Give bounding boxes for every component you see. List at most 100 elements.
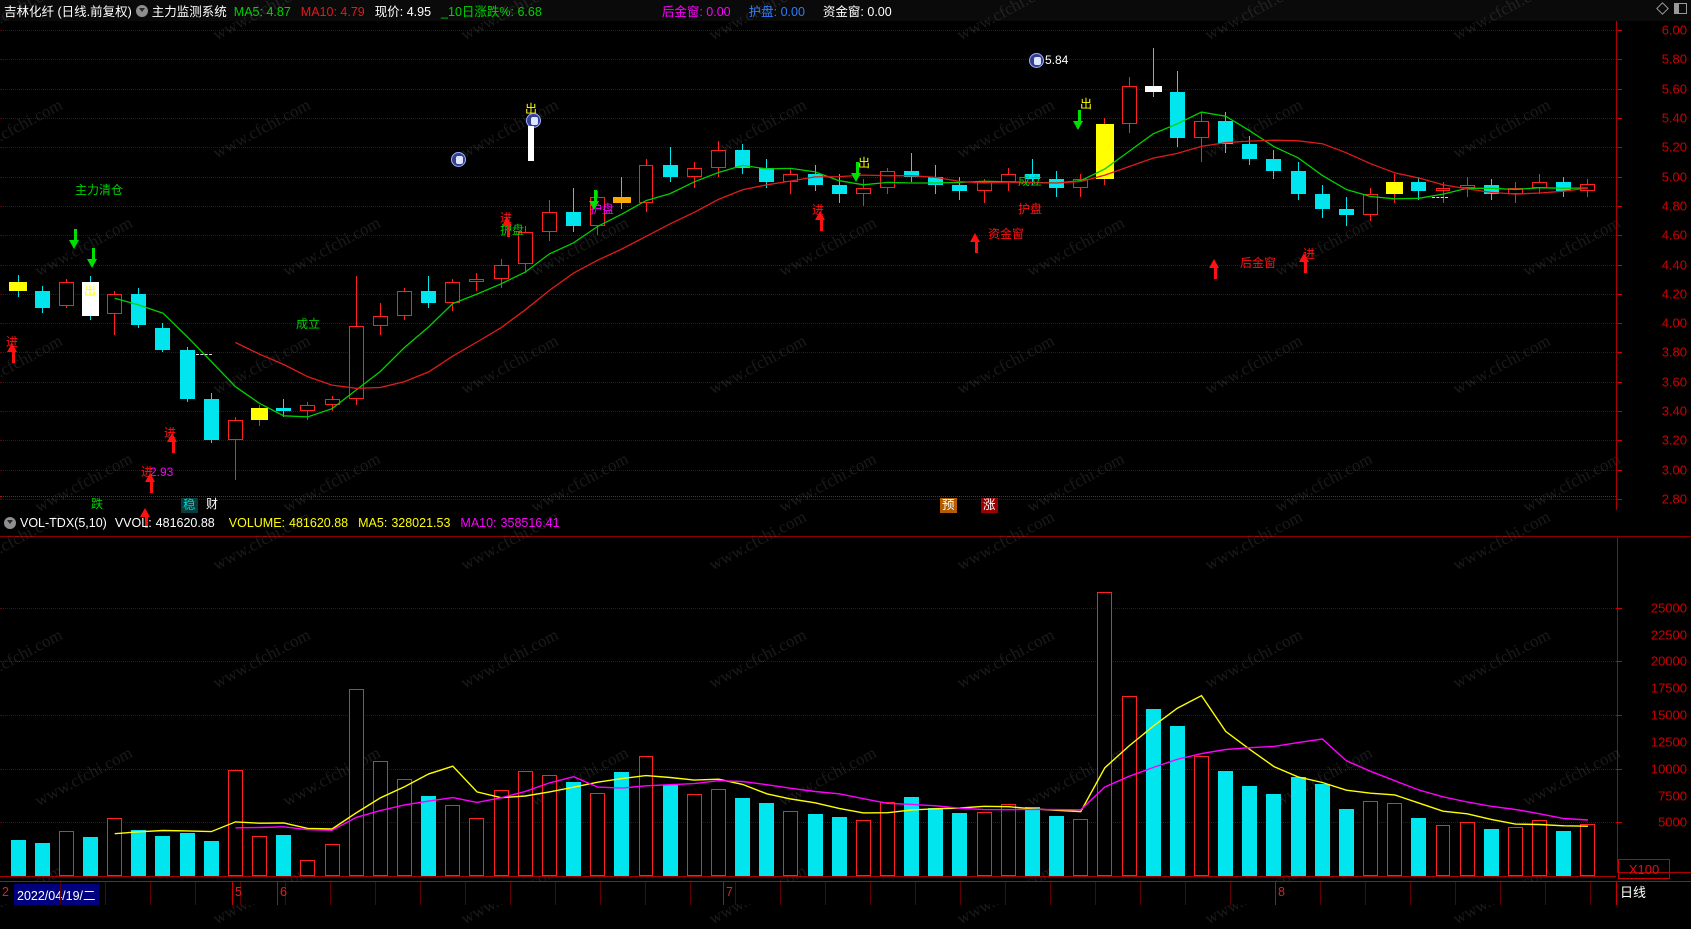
price-axis-label: 4.60 (1661, 227, 1687, 243)
candle-body (517, 232, 533, 265)
candle-wick (621, 176, 623, 209)
chart-annotation: 成立 (1018, 174, 1043, 188)
vol-ma5-line (114, 694, 1588, 835)
header-field-value: 0.00 (863, 5, 892, 19)
candle-body (1363, 194, 1379, 215)
buy-arrow-stem (11, 352, 15, 363)
chart-annotation: 护盘 (1018, 202, 1043, 216)
volume-bar (421, 795, 437, 876)
volume-bar (1435, 824, 1451, 876)
date-tick (510, 882, 511, 905)
axis-tick (1616, 30, 1622, 31)
price-chart-pane[interactable]: www.cfchi.com www.cfchi.com www.cfchi.com w… (0, 0, 1623, 528)
gridline (0, 59, 1616, 61)
volume-axis-label: 7500 (1658, 788, 1687, 804)
axis-tick (1616, 440, 1622, 442)
restore-window-icon[interactable] (1674, 3, 1687, 14)
volume-indicator-bar: VOL-TDX(5,10) VVOL: 481620.88 VOLUME: 48… (0, 513, 1616, 533)
volume-bar (1242, 785, 1258, 876)
volume-bar (252, 836, 268, 876)
price-axis-label: 3.60 (1661, 374, 1687, 390)
header-field-label: 后金窗: (661, 5, 703, 19)
stock-title: 吉林化纤 (日线.前复权) (4, 5, 132, 19)
buy-arrow-icon (502, 217, 512, 226)
buy-arrow-stem (974, 242, 978, 253)
header-field-1: MA10: 4.79 (301, 5, 365, 19)
highlighted-candle (1144, 85, 1162, 92)
volume-bar (300, 859, 316, 876)
highlighted-candle (613, 197, 631, 203)
indicator-name: VOL-TDX(5,10) (20, 516, 107, 530)
candle-body (831, 185, 847, 195)
volume-bar (1338, 809, 1354, 876)
price-axis-label: 3.40 (1661, 403, 1687, 419)
date-tick (330, 882, 331, 905)
price-axis-label: 5.20 (1661, 139, 1687, 155)
month-label: 7 (726, 885, 733, 899)
volume-bar (590, 793, 606, 876)
candle-body (566, 211, 582, 227)
month-label: 8 (1278, 885, 1285, 899)
date-tick (285, 882, 286, 905)
date-axis[interactable]: 2 2022/04/19/二 5 6 7 8 (0, 881, 1691, 905)
chart-annotation: 资金窗 (988, 227, 1025, 241)
axis-tick (1616, 205, 1622, 207)
volume-bar (928, 808, 944, 876)
candle-body (1049, 179, 1065, 189)
date-tick (1320, 882, 1321, 905)
axis-tick (1616, 176, 1622, 178)
volume-bar (324, 843, 340, 876)
volume-bar (445, 805, 461, 876)
candle-body (34, 290, 50, 309)
volume-bar (517, 770, 533, 876)
month-label: 6 (280, 885, 287, 899)
volume-bar (1387, 803, 1403, 876)
volume-axis-label: 25000 (1650, 600, 1687, 616)
candle-body (131, 293, 147, 325)
date-tick (1545, 882, 1546, 905)
axis-tick (1616, 88, 1622, 90)
axis-tick (1616, 264, 1622, 266)
date-tick (645, 882, 646, 905)
candle-wick (307, 402, 309, 420)
buy-arrow-stem (171, 442, 175, 453)
date-tick (150, 882, 151, 905)
candle-body (686, 167, 702, 177)
axis-tick (1616, 499, 1622, 500)
chart-annotation: 后金窗 (1240, 256, 1277, 270)
date-tick (240, 882, 241, 905)
volume-bar (1290, 777, 1306, 876)
candle-body (1314, 194, 1330, 209)
volume-bar (493, 790, 509, 876)
candle-body (324, 399, 340, 406)
volume-chart-pane[interactable]: www.cfchi.com www.cfchi.com www.cfchi.com w… (0, 507, 1623, 928)
volume-axis-label: 15000 (1650, 707, 1687, 723)
candle-body (662, 164, 678, 177)
header-field-3: _10日涨跌%: 6.68 (441, 5, 542, 19)
date-tick (1410, 882, 1411, 905)
candle-body (1338, 208, 1354, 215)
volume-axis-label: 20000 (1650, 653, 1687, 669)
header-field-label: MA10: (300, 5, 337, 19)
gridline (0, 264, 1616, 266)
dropdown-circle-icon[interactable] (135, 4, 148, 17)
diamond-icon[interactable] (1656, 2, 1669, 15)
volume-baseline (0, 876, 1616, 877)
vol-ma5-label: MA5: (358, 516, 388, 530)
window-controls[interactable] (1656, 2, 1687, 15)
buy-arrow-icon (1209, 259, 1219, 268)
date-tick (1005, 882, 1006, 905)
candle-body (179, 349, 195, 400)
axis-tick (1616, 59, 1622, 61)
indicator-dropdown-icon[interactable] (4, 517, 16, 529)
candle-body (1290, 170, 1306, 195)
candle-body (1483, 185, 1499, 195)
volume-bar (10, 839, 26, 876)
sell-arrow-stem (855, 162, 859, 173)
candle-body (1121, 85, 1137, 124)
volume-axis-label: 17500 (1650, 680, 1687, 696)
header-field-value: 0.00 (702, 5, 731, 19)
volume-bar (34, 842, 50, 876)
candle-body (710, 150, 726, 168)
volume-axis-frame (1617, 537, 1691, 873)
